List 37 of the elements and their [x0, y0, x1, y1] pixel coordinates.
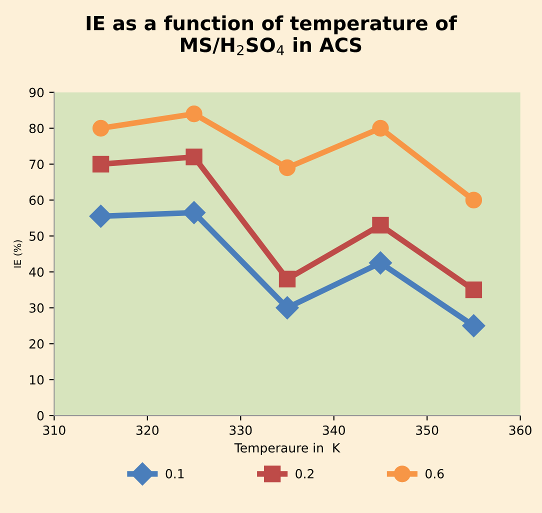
chart-title: IE as a function of temperature of MS/H$_{2}$SO$_{4}$ in ACS — [86, 15, 458, 56]
point — [276, 296, 299, 320]
y-tick-label: 50 — [30, 231, 44, 241]
point — [372, 120, 389, 137]
point — [465, 192, 482, 208]
y-axis-title: IE (%) — [14, 240, 22, 268]
y-tick-label: 70 — [30, 160, 44, 170]
x-tick-label: 320 — [136, 425, 159, 435]
x-tick-label: 330 — [230, 425, 252, 435]
x-tick-label: 360 — [509, 425, 532, 435]
x-axis-title: Temperaure in K — [234, 442, 340, 456]
point — [462, 314, 486, 338]
x-tick-label: 340 — [322, 425, 345, 435]
x-tick-label: 310 — [43, 425, 66, 435]
point — [372, 216, 389, 234]
y-tick-label: 30 — [30, 303, 44, 313]
y-tick-label: 40 — [29, 267, 44, 277]
point — [465, 282, 482, 298]
point — [92, 156, 110, 172]
point — [182, 201, 206, 224]
y-tick-label: 60 — [29, 196, 44, 205]
legend-label: 0.1 — [166, 469, 184, 478]
point — [186, 106, 202, 122]
point — [278, 270, 296, 288]
point — [368, 251, 392, 274]
point — [89, 204, 112, 228]
point — [186, 148, 202, 166]
legend-label: 0.2 — [296, 469, 314, 478]
legend-label: 0.6 — [426, 469, 444, 478]
y-tick-label: 90 — [29, 88, 44, 98]
y-tick-label: 0 — [37, 411, 44, 420]
point — [278, 159, 296, 176]
y-tick-label: 80 — [29, 124, 44, 134]
y-tick-label: 10 — [30, 375, 44, 385]
y-tick-label: 20 — [29, 339, 44, 349]
x-tick-label: 350 — [416, 425, 438, 435]
point — [92, 120, 110, 137]
